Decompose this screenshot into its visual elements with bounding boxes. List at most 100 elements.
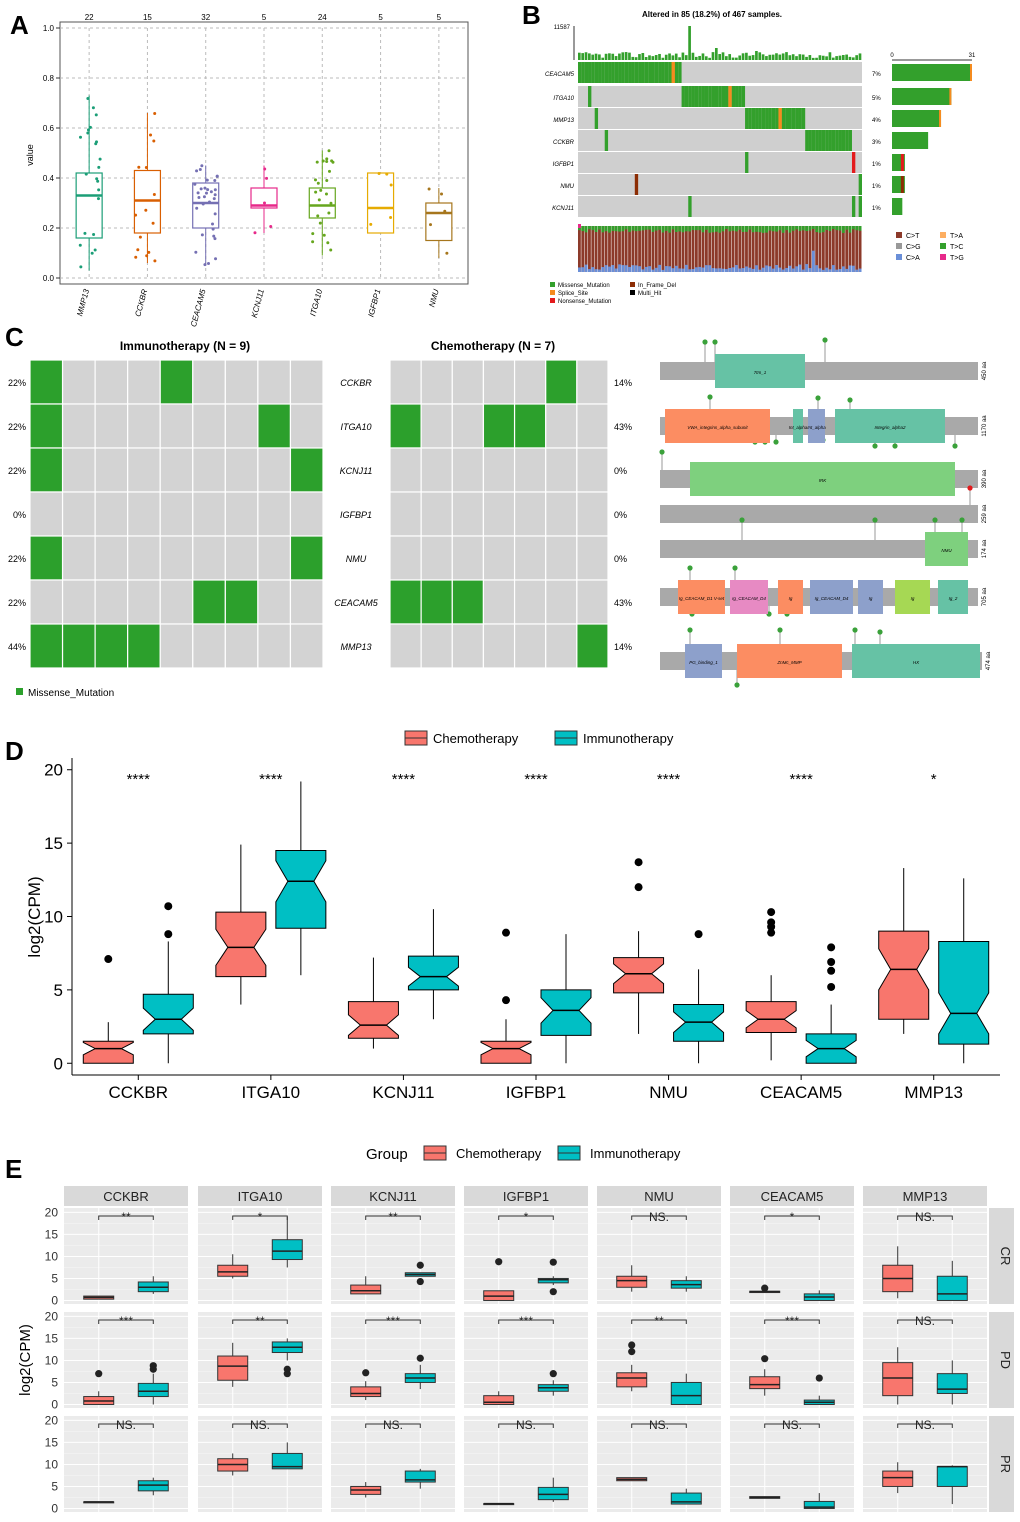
titv-swatch: [940, 254, 946, 260]
data-point: [193, 182, 197, 186]
immuno-cell: [127, 359, 161, 405]
mutation-cell: [801, 108, 806, 129]
chemo-cell: [482, 579, 516, 625]
immuno-cell: [61, 535, 96, 581]
data-point: [78, 135, 82, 139]
titv-segment: [791, 268, 795, 272]
y-tick-label: 10: [45, 1249, 59, 1263]
box: [878, 930, 930, 1020]
y-tick-label: 0.6: [43, 124, 55, 133]
immuno-cell: [192, 447, 226, 493]
mutation-cell: [751, 108, 756, 129]
box: [803, 1500, 835, 1509]
titv-segment: [608, 226, 611, 233]
box: [425, 202, 453, 242]
mutation-cell: [704, 86, 709, 107]
box: [749, 1376, 781, 1390]
titv-segment: [835, 269, 839, 272]
domain-label: Ig_2: [949, 596, 958, 601]
data-point: [98, 157, 102, 161]
titv-segment: [628, 226, 631, 232]
top-bar: [838, 55, 842, 60]
mutation-cell: [668, 62, 672, 83]
box: [250, 187, 278, 209]
titv-bar: [858, 226, 862, 272]
lollipop-head: [932, 517, 938, 523]
gene-percent: 1%: [872, 206, 881, 212]
outlier-point: [416, 1354, 424, 1362]
data-point: [137, 165, 141, 169]
top-bar: [791, 54, 795, 60]
legend-label: Splice_Site: [558, 291, 589, 297]
titv-segment: [614, 268, 618, 272]
mutation-cell: [684, 86, 689, 107]
top-bar: [801, 54, 805, 60]
titv-segment: [701, 267, 705, 272]
data-point: [311, 240, 315, 244]
immuno-cell: [192, 623, 226, 669]
outlier-point: [827, 957, 836, 966]
titv-bar: [601, 226, 605, 272]
data-point: [203, 263, 207, 267]
protein-domain: [793, 409, 803, 443]
titv-segment: [678, 268, 682, 272]
significance-label: ****: [392, 771, 416, 788]
titv-bar: [755, 226, 758, 272]
titv-bar: [748, 226, 752, 272]
data-point: [325, 157, 329, 161]
box: [616, 1372, 648, 1388]
significance-bracket: [897, 1423, 953, 1428]
titv-segment: [858, 226, 862, 231]
top-bar: [858, 53, 862, 60]
chemo-cell: [482, 447, 516, 493]
titv-segment: [821, 226, 825, 233]
facet-label: IGFBP1: [503, 1189, 549, 1204]
titv-segment: [588, 269, 591, 272]
chemo-cell: [513, 403, 547, 449]
titv-label: C>A: [906, 255, 920, 262]
x-tick-label: CEACAM5: [760, 1083, 842, 1102]
significance-label: NS.: [915, 1418, 935, 1432]
protein-length: 259 aa: [982, 504, 988, 523]
gene-bar-splice: [970, 64, 972, 81]
facet-panel: NS.: [597, 1208, 721, 1304]
gene-label: CCKBR: [340, 378, 372, 388]
box: [936, 1466, 968, 1487]
titv-segment: [691, 269, 695, 272]
top-bar: [661, 57, 665, 60]
domain-label: Ig_CEACAM_D4: [732, 596, 766, 601]
immuno-cell: [257, 359, 292, 405]
facet-panel: ***: [64, 1312, 188, 1408]
titv-segment: [738, 268, 742, 272]
gene-percent: 1%: [872, 162, 881, 168]
legend-swatch: [16, 688, 23, 695]
significance-label: NS.: [516, 1418, 536, 1432]
immuno-cell: [257, 535, 292, 581]
domain-label: Ig_CEACAM_D1 V-set: [679, 596, 725, 601]
top-bar: [668, 53, 671, 60]
titv-segment: [648, 266, 652, 272]
titv-segment: [781, 226, 785, 233]
mutation-cell: [614, 62, 619, 83]
immuno-cell: [289, 359, 324, 405]
titv-bar: [721, 226, 725, 272]
gene-label: CEACAM5: [545, 72, 575, 78]
immuno-cell: [127, 623, 161, 669]
domain-label: Int_alpha: [789, 425, 808, 430]
titv-segment: [855, 269, 859, 272]
immuno-cell: [224, 579, 259, 625]
y-tick-label: 0: [51, 1293, 58, 1307]
immuno-cell: [29, 491, 64, 537]
facet-strip: [64, 1186, 188, 1206]
gene-row-bg: [578, 108, 862, 129]
titv-segment: [598, 226, 601, 230]
titv-segment: [741, 268, 745, 272]
data-point: [88, 125, 92, 129]
data-point: [314, 190, 318, 194]
titv-bar: [684, 226, 688, 272]
lollipop-head: [702, 339, 708, 345]
titv-segment: [828, 226, 832, 232]
mutation-cell: [805, 130, 809, 151]
top-bar: [725, 56, 728, 60]
domain-label: PG_binding_1: [689, 660, 718, 665]
